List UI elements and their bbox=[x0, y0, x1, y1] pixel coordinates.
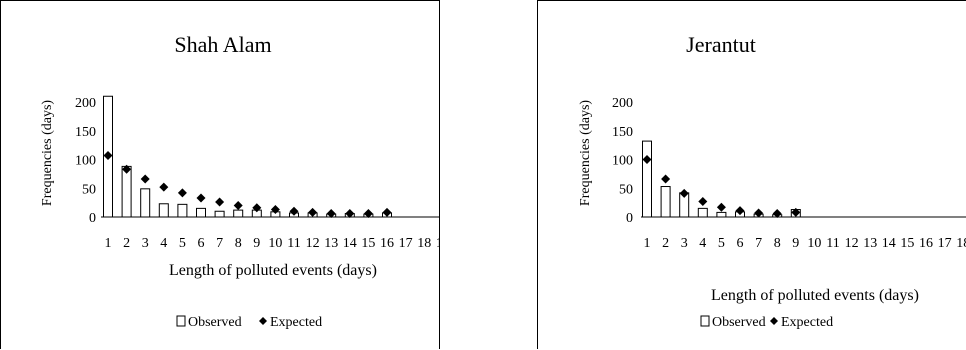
legend-expected-swatch bbox=[259, 317, 267, 325]
y-tick-label: 100 bbox=[612, 154, 633, 169]
y-tick-label: 150 bbox=[75, 125, 96, 140]
x-tick-label: 10 bbox=[807, 236, 821, 251]
x-tick-label: 2 bbox=[123, 236, 130, 251]
chart-title: Jerantut bbox=[686, 32, 756, 57]
chart-title: Shah Alam bbox=[174, 32, 271, 57]
marker-expected bbox=[178, 188, 187, 197]
marker-expected bbox=[197, 194, 206, 203]
legend-expected-label: Expected bbox=[270, 315, 322, 330]
x-tick-label: 5 bbox=[718, 236, 725, 251]
x-tick-label: 6 bbox=[198, 236, 205, 251]
bar-observed bbox=[197, 208, 206, 217]
x-tick-label: 1 bbox=[105, 236, 112, 251]
x-tick-label: 9 bbox=[792, 236, 799, 251]
x-tick-label: 2 bbox=[662, 236, 669, 251]
y-tick-label: 200 bbox=[75, 96, 96, 111]
marker-expected bbox=[698, 197, 707, 206]
y-axis-label: Frequencies (days) bbox=[40, 100, 55, 206]
y-tick-label: 0 bbox=[626, 211, 633, 226]
legend-expected-label: Expected bbox=[781, 315, 833, 330]
x-tick-label: 12 bbox=[845, 236, 859, 251]
marker-expected bbox=[159, 183, 168, 192]
marker-expected bbox=[717, 203, 726, 212]
panel-gap bbox=[440, 0, 537, 349]
x-tick-label: 16 bbox=[380, 236, 394, 251]
x-tick-label: 1 bbox=[644, 236, 651, 251]
y-tick-label: 150 bbox=[612, 125, 633, 140]
legend-observed-swatch bbox=[701, 316, 709, 326]
x-tick-label: 3 bbox=[142, 236, 149, 251]
x-tick-label: 15 bbox=[900, 236, 914, 251]
bar-observed bbox=[661, 187, 670, 217]
chart-panel-jerantut: Jerantut Frequencies (days) 0 50 100 150 200 1 2… bbox=[537, 0, 966, 349]
chart-shah-alam: Shah Alam Frequencies (days) 0 50 100 150 200 1… bbox=[1, 1, 441, 350]
y-tick-label: 50 bbox=[619, 182, 633, 197]
x-tick-label: 5 bbox=[179, 236, 186, 251]
bar-observed bbox=[215, 211, 224, 217]
marker-expected bbox=[661, 175, 670, 184]
x-tick-label: 18 bbox=[417, 236, 431, 251]
x-tick-label: 8 bbox=[235, 236, 242, 251]
x-tick-label: 13 bbox=[863, 236, 877, 251]
x-tick-label: 11 bbox=[826, 236, 839, 251]
x-tick-label: 11 bbox=[287, 236, 300, 251]
y-tick-label: 0 bbox=[89, 211, 96, 226]
x-tick-label: 4 bbox=[699, 236, 706, 251]
chart-panel-shah-alam: Shah Alam Frequencies (days) 0 50 100 150 200 1… bbox=[0, 0, 440, 349]
legend-observed-label: Observed bbox=[712, 315, 766, 330]
marker-expected bbox=[234, 201, 243, 210]
x-tick-label: 8 bbox=[774, 236, 781, 251]
y-tick-label: 100 bbox=[75, 154, 96, 169]
legend-observed-swatch bbox=[177, 316, 185, 326]
y-axis-label: Frequencies (days) bbox=[578, 100, 593, 206]
x-tick-label: 13 bbox=[324, 236, 338, 251]
y-tick-label: 50 bbox=[82, 182, 96, 197]
chart-jerantut: Jerantut Frequencies (days) 0 50 100 150 200 1 2… bbox=[538, 1, 966, 350]
bar-observed bbox=[122, 166, 131, 217]
x-tick-label: 7 bbox=[216, 236, 223, 251]
legend-observed-label: Observed bbox=[188, 315, 242, 330]
x-tick-label: 17 bbox=[399, 236, 413, 251]
x-axis-label: Length of polluted events (days) bbox=[169, 262, 377, 279]
legend-expected-swatch bbox=[770, 317, 778, 325]
x-tick-label: 10 bbox=[268, 236, 282, 251]
x-tick-label: 12 bbox=[306, 236, 320, 251]
x-tick-label: 17 bbox=[938, 236, 952, 251]
bar-observed bbox=[159, 204, 168, 217]
bar-observed bbox=[141, 189, 150, 217]
x-tick-label: 14 bbox=[343, 236, 357, 251]
x-tick-label: 15 bbox=[361, 236, 375, 251]
x-tick-label: 7 bbox=[755, 236, 762, 251]
y-tick-label: 200 bbox=[612, 96, 633, 111]
bar-observed bbox=[234, 210, 243, 217]
marker-expected bbox=[141, 175, 150, 184]
x-axis-label: Length of polluted events (days) bbox=[711, 287, 919, 304]
x-tick-label: 3 bbox=[681, 236, 688, 251]
bar-observed bbox=[698, 208, 707, 217]
x-tick-label: 14 bbox=[882, 236, 896, 251]
bar-observed bbox=[178, 204, 187, 217]
x-tick-label: 16 bbox=[919, 236, 933, 251]
x-tick-label: 4 bbox=[160, 236, 167, 251]
x-tick-label: 6 bbox=[737, 236, 744, 251]
bar-observed bbox=[717, 212, 726, 217]
x-tick-label: 18 bbox=[956, 236, 966, 251]
bar-observed bbox=[643, 141, 652, 217]
marker-expected bbox=[215, 198, 224, 207]
x-tick-label: 9 bbox=[253, 236, 260, 251]
